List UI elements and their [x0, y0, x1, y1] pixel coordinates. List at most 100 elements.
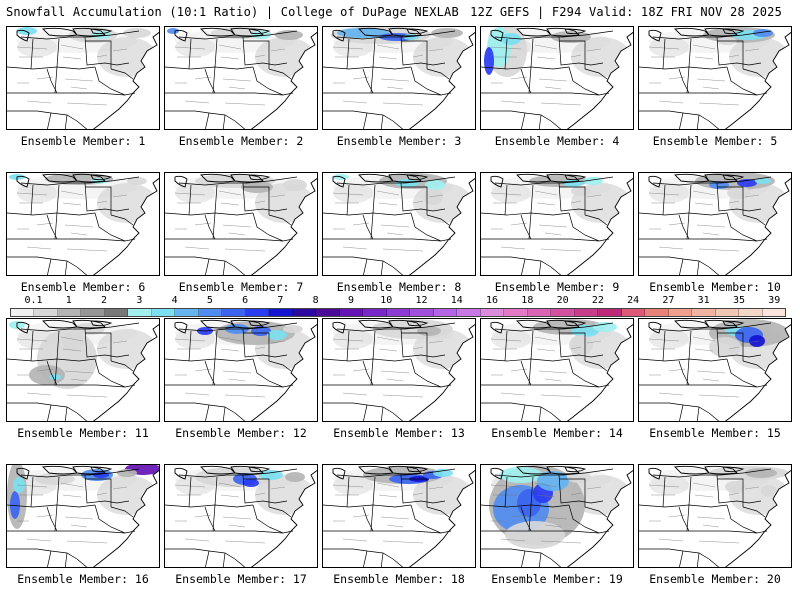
ocean: [409, 32, 475, 129]
colorbar-tick-label: 39: [768, 295, 781, 306]
ocean: [567, 470, 633, 567]
county-boundaries: [174, 190, 286, 252]
colorbar-tick-label: 16: [486, 295, 499, 306]
colorbar-tick-label: 7: [277, 295, 284, 306]
colorbar-tick-label: 6: [242, 295, 249, 306]
snowfall-map: [481, 27, 633, 129]
ocean: [93, 178, 159, 275]
county-boundaries: [174, 482, 286, 544]
ocean: [251, 178, 317, 275]
snowfall-colorbar: [10, 308, 786, 317]
colorbar-tick-label: 22: [591, 295, 604, 306]
state-boundaries: [7, 322, 140, 421]
state-boundaries: [639, 468, 772, 567]
county-boundaries: [648, 44, 760, 106]
colorbar-segment: [316, 309, 340, 316]
ocean: [251, 470, 317, 567]
county-boundaries: [648, 482, 760, 544]
ensemble-map-panel: [480, 464, 634, 568]
colorbar-segment: [363, 309, 387, 316]
colorbar-segment: [574, 309, 599, 316]
snowfall-map: [481, 319, 633, 421]
great-lakes: [490, 27, 587, 42]
light-snow-shading: [333, 467, 473, 515]
snow-area: [267, 330, 287, 340]
ocean: [93, 324, 159, 421]
ensemble-member-label: Ensemble Member: 5: [652, 134, 778, 148]
colorbar-segment: [598, 309, 622, 316]
ensemble-map-panel: [6, 26, 160, 130]
colorbar-tick-label: 8: [312, 295, 319, 306]
snow-area: [709, 337, 741, 357]
colorbar-labels: 0.1 1 2 3 4 5 6 7 8 9 10 12 14 16 18 20 22 24 27 31 35 39: [10, 295, 786, 307]
ensemble-member-label: Ensemble Member: 20: [649, 572, 781, 586]
colorbar-tick-label: 14: [450, 295, 463, 306]
county-boundaries: [332, 482, 444, 544]
county-boundaries: [16, 336, 128, 398]
great-lakes: [174, 173, 271, 188]
great-lakes: [332, 465, 429, 480]
great-lakes: [16, 173, 113, 188]
coastline: [250, 177, 317, 275]
ensemble-map-panel: [322, 172, 476, 276]
ensemble-map-panel: [6, 172, 160, 276]
light-snow-shading: [649, 29, 789, 77]
great-lakes: [648, 319, 745, 334]
ensemble-member-label: Ensemble Member: 3: [336, 134, 462, 148]
snow-area: [537, 471, 569, 491]
ensemble-member-label: Ensemble Member: 1: [20, 134, 146, 148]
colorbar-tick-label: 12: [415, 295, 428, 306]
coastline: [92, 469, 159, 567]
ensemble-map-panel: [322, 26, 476, 130]
county-boundaries: [16, 482, 128, 544]
county-boundaries: [332, 336, 444, 398]
snow-area: [10, 491, 20, 519]
great-lakes: [174, 465, 271, 480]
colorbar-segment: [386, 309, 411, 316]
colorbar-segment: [198, 309, 223, 316]
ocean: [251, 32, 317, 129]
great-lakes: [16, 27, 113, 42]
ensemble-member-label: Ensemble Member: 15: [649, 426, 781, 440]
ensemble-map-panel: [480, 172, 634, 276]
colorbar-tick-label: 9: [347, 295, 354, 306]
great-lakes: [490, 319, 587, 334]
state-boundaries: [323, 30, 456, 129]
snowfall-contours: [7, 465, 159, 529]
snow-area: [93, 472, 109, 478]
coastline: [250, 323, 317, 421]
ensemble-map-panel: [164, 26, 318, 130]
state-boundaries: [481, 322, 614, 421]
coastline: [724, 31, 791, 129]
colorbar-segment: [504, 309, 528, 316]
snow-area: [761, 485, 777, 497]
snow-area: [127, 177, 147, 185]
coastline: [250, 31, 317, 129]
colorbar-segment: [151, 309, 176, 316]
coastline: [566, 469, 633, 567]
colorbar-segment: [762, 309, 785, 316]
ensemble-map-panel: [164, 464, 318, 568]
ensemble-map-panel: [638, 26, 792, 130]
great-lakes: [332, 173, 429, 188]
colorbar-tick-label: 18: [521, 295, 534, 306]
snowfall-contours: [489, 465, 591, 549]
ocean: [409, 178, 475, 275]
colorbar-segment: [433, 309, 458, 316]
snow-area: [49, 374, 61, 380]
snow-area: [259, 470, 283, 480]
snow-area: [117, 469, 137, 477]
snow-area: [749, 335, 765, 347]
ensemble-map-panel: [638, 172, 792, 276]
great-lakes: [648, 465, 745, 480]
snow-area: [551, 31, 591, 43]
snow-area: [431, 28, 463, 38]
snowfall-map: [481, 173, 633, 275]
great-lakes: [648, 173, 745, 188]
snowfall-contours: [9, 321, 105, 389]
snow-area: [725, 481, 745, 493]
colorbar-segment: [739, 309, 763, 316]
ocean: [409, 470, 475, 567]
snowfall-contours: [333, 173, 447, 205]
snow-area: [569, 335, 593, 355]
